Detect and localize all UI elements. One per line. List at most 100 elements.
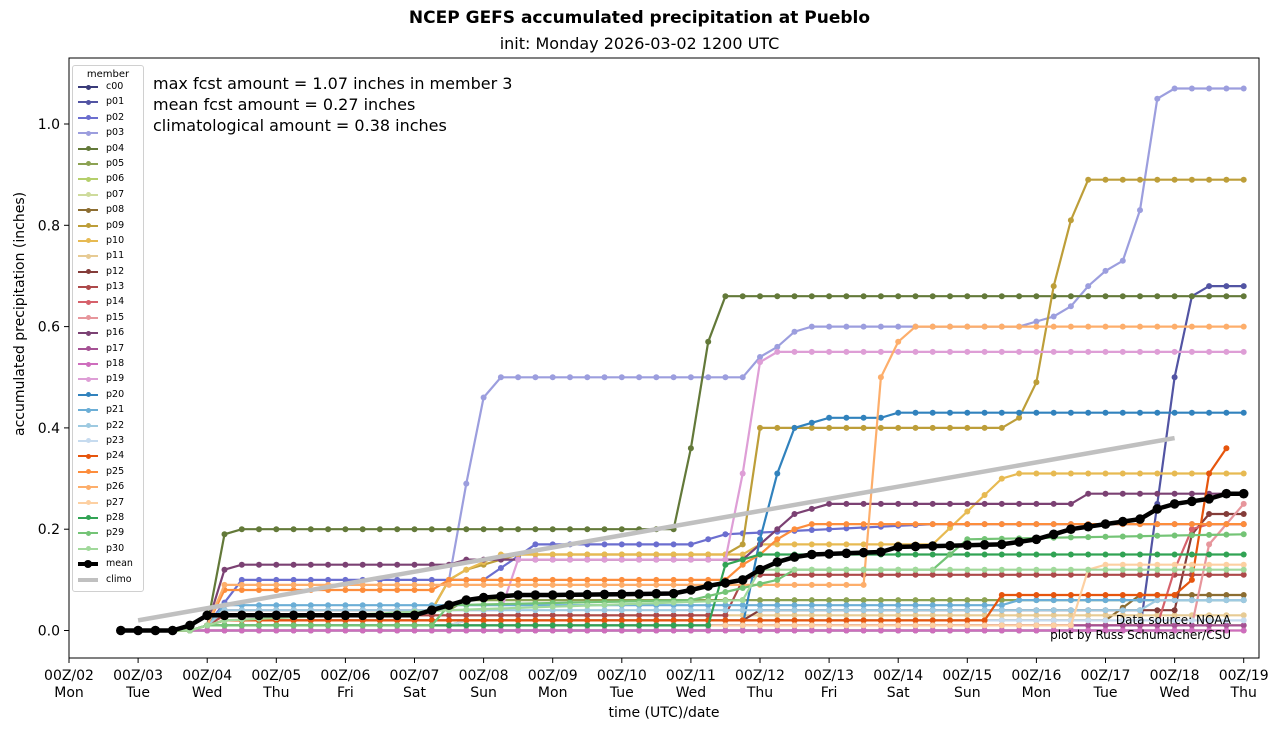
legend-title: member bbox=[86, 69, 130, 80]
data-point-mean bbox=[547, 590, 558, 600]
data-point-p28 bbox=[1240, 551, 1247, 558]
x-tick-label: 00Z/15 bbox=[942, 668, 992, 684]
data-point-p09 bbox=[860, 424, 867, 431]
data-point-p03 bbox=[515, 374, 522, 381]
data-point-p02 bbox=[618, 541, 625, 548]
x-tick-label: 00Z/05 bbox=[251, 668, 301, 684]
data-point-p13 bbox=[515, 612, 522, 619]
data-point-p23 bbox=[1016, 617, 1023, 624]
legend-marker bbox=[85, 515, 91, 521]
data-point-p18 bbox=[1240, 627, 1247, 634]
data-point-p22 bbox=[567, 607, 573, 614]
legend-item-p13: p13 bbox=[73, 280, 143, 295]
data-point-p02 bbox=[670, 541, 677, 548]
data-point-mean bbox=[772, 557, 783, 567]
data-point-p25 bbox=[601, 576, 608, 583]
data-point-mean bbox=[478, 592, 489, 603]
data-point-p29 bbox=[376, 622, 383, 629]
data-point-p25 bbox=[860, 521, 867, 528]
data-point-p05 bbox=[791, 597, 798, 604]
data-point-p24 bbox=[826, 617, 833, 624]
data-point-p04 bbox=[359, 526, 366, 533]
data-point-p09 bbox=[1154, 176, 1161, 183]
data-point-p25 bbox=[826, 521, 833, 528]
data-point-p18 bbox=[636, 627, 643, 634]
data-point-p30 bbox=[549, 603, 556, 610]
legend-label: p17 bbox=[106, 342, 125, 354]
data-point-p25 bbox=[1188, 521, 1195, 528]
data-point-p16 bbox=[256, 561, 262, 568]
data-point-p18 bbox=[1188, 627, 1195, 634]
data-point-mean bbox=[599, 589, 610, 600]
data-point-p04 bbox=[567, 526, 573, 533]
data-point-p18 bbox=[1016, 627, 1023, 634]
data-point-mean bbox=[167, 625, 178, 636]
data-point-p18 bbox=[567, 627, 573, 634]
data-point-p27 bbox=[1154, 561, 1161, 568]
data-point-p03 bbox=[1154, 95, 1161, 102]
data-point-p25 bbox=[998, 521, 1005, 528]
data-point-p11 bbox=[947, 612, 953, 619]
data-point-p30 bbox=[860, 566, 867, 573]
data-point-p26 bbox=[843, 581, 850, 588]
data-point-p18 bbox=[428, 627, 435, 634]
series-line-p26 bbox=[120, 325, 1244, 632]
data-point-p03 bbox=[1171, 85, 1178, 92]
x-tick-label: 00Z/08 bbox=[459, 668, 509, 684]
data-point-p10 bbox=[653, 551, 660, 558]
data-point-p13 bbox=[791, 571, 798, 578]
data-point-p16 bbox=[307, 561, 314, 568]
legend-marker bbox=[85, 130, 91, 136]
data-point-p13 bbox=[895, 571, 902, 578]
data-point-p18 bbox=[1067, 627, 1074, 634]
data-point-p04 bbox=[532, 526, 539, 533]
data-point-p17 bbox=[1206, 622, 1213, 629]
data-point-p09 bbox=[757, 424, 763, 431]
legend-label: mean bbox=[106, 558, 133, 570]
legend-marker bbox=[85, 284, 91, 290]
data-point-p18 bbox=[290, 627, 297, 634]
data-point-p19 bbox=[774, 348, 781, 355]
data-point-p18 bbox=[791, 627, 798, 634]
data-point-p26 bbox=[929, 323, 936, 330]
data-point-p27 bbox=[1102, 561, 1109, 568]
data-point-p26 bbox=[480, 581, 487, 588]
legend-item-p26: p26 bbox=[73, 480, 143, 495]
data-point-p09 bbox=[998, 424, 1005, 431]
data-point-p19 bbox=[1016, 348, 1023, 355]
data-point-p20 bbox=[1137, 409, 1143, 416]
data-point-p29 bbox=[739, 585, 746, 591]
data-point-p28 bbox=[1050, 551, 1057, 558]
data-point-p03 bbox=[687, 374, 694, 381]
data-point-mean bbox=[927, 541, 938, 551]
y-tick-label: 0.0 bbox=[38, 624, 60, 640]
data-point-p21 bbox=[376, 602, 383, 609]
data-point-p28 bbox=[757, 551, 763, 558]
data-point-p18 bbox=[1154, 627, 1161, 634]
legend-marker bbox=[85, 546, 91, 552]
legend-items: c00 p01 p02 p03 p04 p05 p06 p07 p08 p09 p10 p11 p12 p… bbox=[73, 80, 143, 588]
data-point-p21 bbox=[860, 602, 867, 609]
data-point-p04 bbox=[1033, 293, 1040, 300]
data-point-mean bbox=[858, 547, 869, 558]
data-point-p02 bbox=[722, 531, 729, 538]
x-tick-day-label: Wed bbox=[676, 685, 707, 701]
legend-marker bbox=[85, 161, 91, 167]
data-point-p28 bbox=[653, 622, 660, 629]
data-point-p30 bbox=[929, 566, 936, 573]
data-point-p03 bbox=[895, 323, 902, 330]
data-point-p21 bbox=[964, 602, 971, 609]
x-tick-label: 00Z/16 bbox=[1011, 668, 1061, 684]
data-point-p09 bbox=[895, 424, 902, 431]
data-point-p21 bbox=[256, 602, 262, 609]
data-point-p29 bbox=[722, 589, 729, 595]
data-point-p24 bbox=[549, 617, 556, 624]
data-point-p10 bbox=[826, 541, 833, 548]
data-point-p10 bbox=[463, 566, 470, 573]
data-point-mean bbox=[617, 589, 627, 599]
data-point-p21 bbox=[757, 602, 763, 609]
data-point-p24 bbox=[1085, 592, 1092, 598]
data-point-p18 bbox=[238, 627, 245, 634]
legend-label: p11 bbox=[106, 250, 125, 262]
data-point-p18 bbox=[532, 627, 539, 634]
